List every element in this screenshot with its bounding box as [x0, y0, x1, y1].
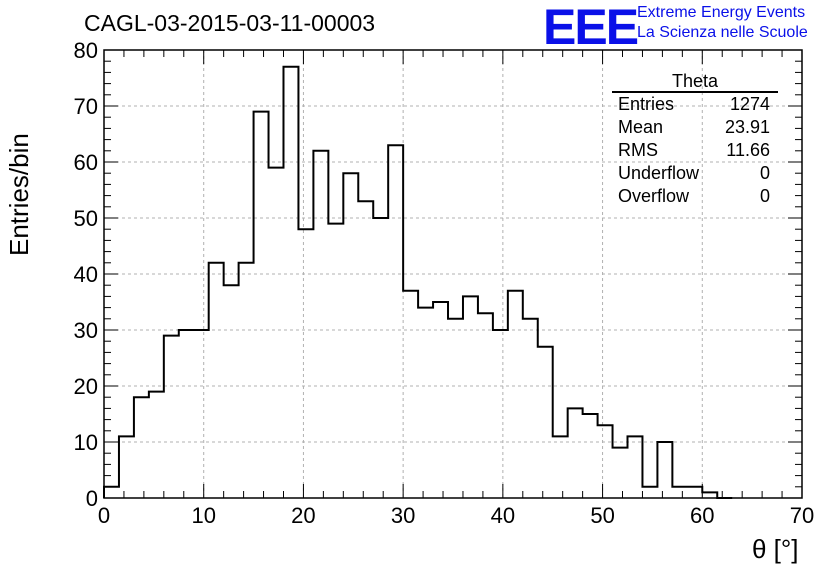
- stats-value: 23.91: [724, 117, 770, 137]
- x-axis-label: θ [°]: [752, 534, 799, 564]
- x-tick-label: 10: [191, 503, 215, 528]
- y-tick-label: 30: [74, 318, 98, 343]
- x-tick-label: 70: [790, 503, 814, 528]
- x-tick-label: 50: [590, 503, 614, 528]
- stats-label: Entries: [618, 94, 675, 114]
- logo-caption-line1: Extreme Energy Events: [637, 4, 806, 21]
- x-tick-label: 0: [98, 503, 110, 528]
- y-tick-label: 20: [74, 374, 98, 399]
- x-tick-label: 20: [291, 503, 315, 528]
- chart-title: CAGL-03-2015-03-11-00003: [84, 10, 376, 36]
- stats-label: RMS: [618, 140, 658, 160]
- stats-label: Underflow: [618, 163, 700, 183]
- stats-row-underflow: Underflow 0: [612, 162, 778, 185]
- x-tick-label: 60: [690, 503, 714, 528]
- y-tick-label: 80: [74, 38, 98, 63]
- logo-caption-line2: La Scienza nelle Scuole: [637, 24, 808, 41]
- y-tick-label: 60: [74, 150, 98, 175]
- stats-row-rms: RMS 11.66: [612, 139, 778, 162]
- stats-value: 0: [759, 186, 770, 206]
- stats-label: Overflow: [618, 186, 690, 206]
- stats-value: 1274: [729, 94, 770, 114]
- y-axis-label: Entries/bin: [4, 133, 34, 256]
- stats-value: 0: [759, 163, 770, 183]
- x-tick-label: 30: [391, 503, 415, 528]
- histogram-series: [103, 65, 733, 499]
- stats-row-entries: Entries 1274: [612, 93, 778, 116]
- stats-label: Mean: [618, 117, 664, 137]
- stats-row-mean: Mean 23.91: [612, 116, 778, 139]
- stats-value: 11.66: [726, 140, 770, 160]
- y-tick-label: 10: [74, 430, 98, 455]
- stats-title: Theta: [612, 72, 778, 93]
- eee-logo: EEE: [543, 0, 639, 55]
- x-tick-label: 40: [491, 503, 515, 528]
- y-tick-label: 50: [74, 206, 98, 231]
- y-tick-label: 0: [86, 486, 98, 511]
- y-tick-label: 40: [74, 262, 98, 287]
- y-tick-label: 70: [74, 94, 98, 119]
- stats-row-overflow: Overflow 0: [612, 185, 778, 208]
- stats-box: Theta Entries 1274 Mean 23.91 RMS 11.66 Und…: [612, 72, 778, 208]
